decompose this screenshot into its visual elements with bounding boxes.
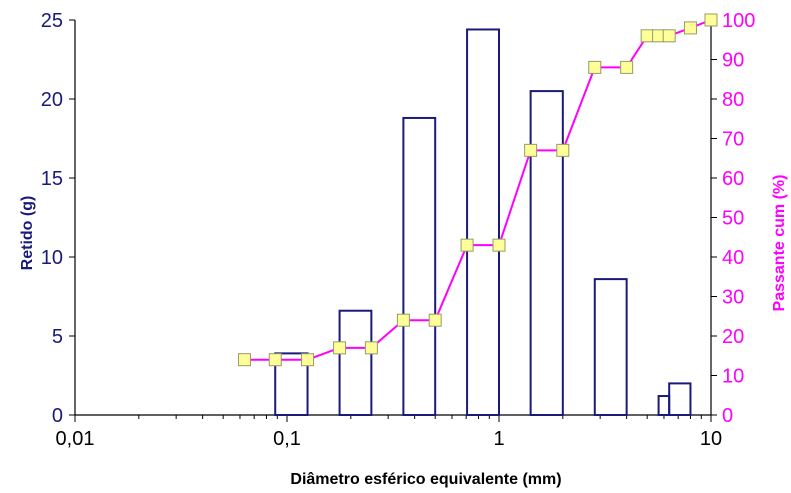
y-left-tick-label: 0 xyxy=(52,405,63,427)
cumulative-point xyxy=(524,143,538,157)
cumulative-point xyxy=(704,13,718,27)
histogram-bar xyxy=(657,395,671,417)
x-tick-label: 0,1 xyxy=(273,428,301,450)
cumulative-line xyxy=(244,19,712,361)
cumulative-point xyxy=(620,60,634,74)
y-left-tick-label: 20 xyxy=(41,89,63,111)
cumulative-point xyxy=(301,353,315,367)
y-right-tick-label: 60 xyxy=(722,168,744,190)
histogram-bar xyxy=(466,28,500,416)
cumulative-line-series xyxy=(237,13,718,367)
y-left-tick-label: 10 xyxy=(41,247,63,269)
y-axis-right-label: Passante cum (%) xyxy=(771,175,788,312)
y-right-tick-label: 40 xyxy=(722,247,744,269)
y-axis-left-label: Retido (g) xyxy=(19,196,36,271)
y-right-tick-label: 50 xyxy=(722,208,744,230)
x-axis-label: Diâmetro esférico equivalente (mm) xyxy=(290,471,561,488)
y-left-tick-label: 15 xyxy=(41,168,63,190)
histogram-bar xyxy=(668,382,692,416)
y-right-tick-label: 10 xyxy=(722,366,744,388)
cumulative-point xyxy=(662,29,676,43)
histogram-bar xyxy=(402,116,437,417)
cumulative-point xyxy=(268,353,282,367)
x-tick-label: 10 xyxy=(700,428,722,450)
cumulative-point xyxy=(556,143,570,157)
y-right-tick-label: 80 xyxy=(722,89,744,111)
cumulative-point xyxy=(333,341,347,355)
cumulative-point xyxy=(640,29,654,43)
cumulative-point xyxy=(237,353,251,367)
y-right-tick-label: 30 xyxy=(722,287,744,309)
chart-axes xyxy=(69,19,717,422)
cumulative-point xyxy=(683,21,697,35)
y-left-tick-label: 25 xyxy=(41,10,63,32)
cumulative-point xyxy=(588,60,602,74)
y-right-tick-label: 90 xyxy=(722,50,744,72)
histogram-bar xyxy=(529,90,564,416)
cumulative-point xyxy=(428,313,442,327)
x-tick-label: 0,01 xyxy=(56,428,95,450)
y-right-tick-label: 100 xyxy=(722,10,755,32)
y-right-tick-label: 70 xyxy=(722,129,744,151)
histogram-bar xyxy=(338,309,373,416)
cumulative-point xyxy=(460,238,474,252)
cumulative-point xyxy=(396,313,410,327)
histogram-bar xyxy=(274,352,309,417)
cumulative-point xyxy=(364,341,378,355)
histogram-bar xyxy=(593,278,628,416)
y-right-tick-label: 0 xyxy=(722,405,733,427)
y-left-tick-label: 5 xyxy=(52,326,63,348)
cumulative-point xyxy=(492,238,506,252)
bar-series xyxy=(274,28,692,417)
x-tick-label: 1 xyxy=(493,428,504,450)
y-right-tick-label: 20 xyxy=(722,326,744,348)
